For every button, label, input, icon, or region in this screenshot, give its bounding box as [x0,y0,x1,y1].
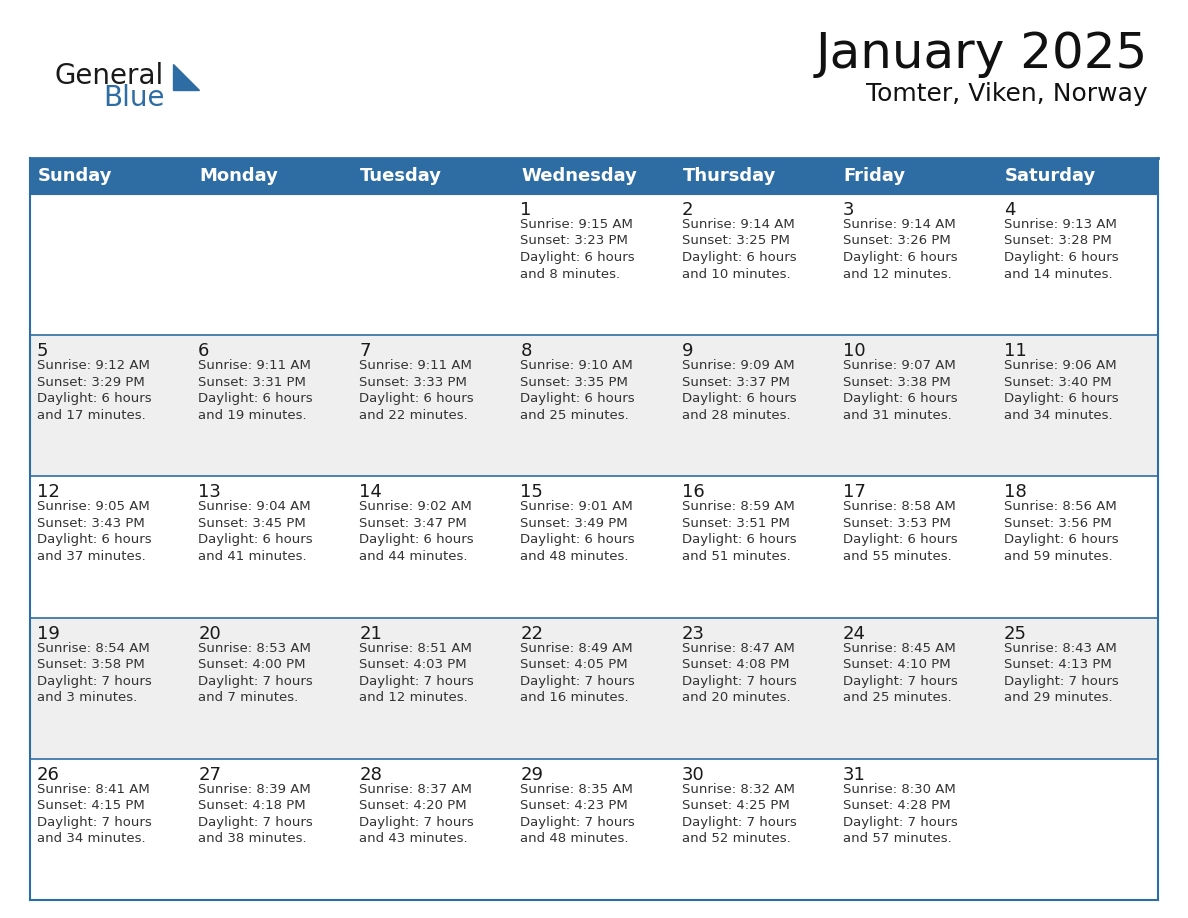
Text: Sunrise: 9:12 AM
Sunset: 3:29 PM
Daylight: 6 hours
and 17 minutes.: Sunrise: 9:12 AM Sunset: 3:29 PM Dayligh… [37,359,152,421]
Text: 30: 30 [682,766,704,784]
Text: Sunrise: 9:02 AM
Sunset: 3:47 PM
Daylight: 6 hours
and 44 minutes.: Sunrise: 9:02 AM Sunset: 3:47 PM Dayligh… [359,500,474,563]
Text: Sunrise: 8:56 AM
Sunset: 3:56 PM
Daylight: 6 hours
and 59 minutes.: Sunrise: 8:56 AM Sunset: 3:56 PM Dayligh… [1004,500,1118,563]
Text: Tuesday: Tuesday [360,167,442,185]
Text: 25: 25 [1004,624,1026,643]
Text: Sunrise: 8:47 AM
Sunset: 4:08 PM
Daylight: 7 hours
and 20 minutes.: Sunrise: 8:47 AM Sunset: 4:08 PM Dayligh… [682,642,796,704]
Bar [30,335,1158,476]
Text: 14: 14 [359,484,383,501]
Text: 29: 29 [520,766,543,784]
Text: 4: 4 [1004,201,1016,219]
Text: General: General [55,62,164,90]
Text: Sunrise: 9:14 AM
Sunset: 3:25 PM
Daylight: 6 hours
and 10 minutes.: Sunrise: 9:14 AM Sunset: 3:25 PM Dayligh… [682,218,796,281]
Text: Sunrise: 8:41 AM
Sunset: 4:15 PM
Daylight: 7 hours
and 34 minutes.: Sunrise: 8:41 AM Sunset: 4:15 PM Dayligh… [37,783,152,845]
Text: Sunrise: 9:05 AM
Sunset: 3:43 PM
Daylight: 6 hours
and 37 minutes.: Sunrise: 9:05 AM Sunset: 3:43 PM Dayligh… [37,500,152,563]
Text: Sunrise: 9:01 AM
Sunset: 3:49 PM
Daylight: 6 hours
and 48 minutes.: Sunrise: 9:01 AM Sunset: 3:49 PM Dayligh… [520,500,636,563]
Text: 8: 8 [520,342,532,360]
Text: 5: 5 [37,342,49,360]
Polygon shape [173,64,200,90]
Text: Sunrise: 8:54 AM
Sunset: 3:58 PM
Daylight: 7 hours
and 3 minutes.: Sunrise: 8:54 AM Sunset: 3:58 PM Dayligh… [37,642,152,704]
Text: 26: 26 [37,766,59,784]
Text: Monday: Monday [200,167,278,185]
Text: Sunday: Sunday [38,167,113,185]
Text: 22: 22 [520,624,543,643]
Text: 27: 27 [198,766,221,784]
Text: Sunrise: 8:37 AM
Sunset: 4:20 PM
Daylight: 7 hours
and 43 minutes.: Sunrise: 8:37 AM Sunset: 4:20 PM Dayligh… [359,783,474,845]
Text: Tomter, Viken, Norway: Tomter, Viken, Norway [866,82,1148,106]
Text: Sunrise: 9:10 AM
Sunset: 3:35 PM
Daylight: 6 hours
and 25 minutes.: Sunrise: 9:10 AM Sunset: 3:35 PM Dayligh… [520,359,636,421]
Text: 10: 10 [842,342,865,360]
Text: 20: 20 [198,624,221,643]
Text: 28: 28 [359,766,383,784]
Text: 15: 15 [520,484,543,501]
Text: Sunrise: 8:39 AM
Sunset: 4:18 PM
Daylight: 7 hours
and 38 minutes.: Sunrise: 8:39 AM Sunset: 4:18 PM Dayligh… [198,783,312,845]
Text: Sunrise: 9:04 AM
Sunset: 3:45 PM
Daylight: 6 hours
and 41 minutes.: Sunrise: 9:04 AM Sunset: 3:45 PM Dayligh… [198,500,312,563]
Bar [30,194,1158,335]
Bar [30,759,1158,900]
Text: Sunrise: 8:43 AM
Sunset: 4:13 PM
Daylight: 7 hours
and 29 minutes.: Sunrise: 8:43 AM Sunset: 4:13 PM Dayligh… [1004,642,1119,704]
Text: Blue: Blue [103,84,164,112]
Text: 12: 12 [37,484,59,501]
Text: 11: 11 [1004,342,1026,360]
Text: 6: 6 [198,342,209,360]
Text: Sunrise: 9:15 AM
Sunset: 3:23 PM
Daylight: 6 hours
and 8 minutes.: Sunrise: 9:15 AM Sunset: 3:23 PM Dayligh… [520,218,636,281]
Bar [30,476,1158,618]
Text: Sunrise: 8:49 AM
Sunset: 4:05 PM
Daylight: 7 hours
and 16 minutes.: Sunrise: 8:49 AM Sunset: 4:05 PM Dayligh… [520,642,636,704]
Text: 18: 18 [1004,484,1026,501]
Text: Sunrise: 8:35 AM
Sunset: 4:23 PM
Daylight: 7 hours
and 48 minutes.: Sunrise: 8:35 AM Sunset: 4:23 PM Dayligh… [520,783,636,845]
Text: Sunrise: 9:07 AM
Sunset: 3:38 PM
Daylight: 6 hours
and 31 minutes.: Sunrise: 9:07 AM Sunset: 3:38 PM Dayligh… [842,359,958,421]
Text: 9: 9 [682,342,693,360]
Text: January 2025: January 2025 [816,30,1148,78]
Text: Sunrise: 9:11 AM
Sunset: 3:31 PM
Daylight: 6 hours
and 19 minutes.: Sunrise: 9:11 AM Sunset: 3:31 PM Dayligh… [198,359,312,421]
Text: 7: 7 [359,342,371,360]
Text: Sunrise: 8:30 AM
Sunset: 4:28 PM
Daylight: 7 hours
and 57 minutes.: Sunrise: 8:30 AM Sunset: 4:28 PM Dayligh… [842,783,958,845]
Text: Sunrise: 8:53 AM
Sunset: 4:00 PM
Daylight: 7 hours
and 7 minutes.: Sunrise: 8:53 AM Sunset: 4:00 PM Dayligh… [198,642,312,704]
Text: Sunrise: 8:59 AM
Sunset: 3:51 PM
Daylight: 6 hours
and 51 minutes.: Sunrise: 8:59 AM Sunset: 3:51 PM Dayligh… [682,500,796,563]
Text: Sunrise: 9:13 AM
Sunset: 3:28 PM
Daylight: 6 hours
and 14 minutes.: Sunrise: 9:13 AM Sunset: 3:28 PM Dayligh… [1004,218,1118,281]
Text: Sunrise: 9:14 AM
Sunset: 3:26 PM
Daylight: 6 hours
and 12 minutes.: Sunrise: 9:14 AM Sunset: 3:26 PM Dayligh… [842,218,958,281]
Text: Sunrise: 8:51 AM
Sunset: 4:03 PM
Daylight: 7 hours
and 12 minutes.: Sunrise: 8:51 AM Sunset: 4:03 PM Dayligh… [359,642,474,704]
Text: 1: 1 [520,201,532,219]
Text: 21: 21 [359,624,383,643]
Text: 19: 19 [37,624,59,643]
Text: Sunrise: 9:11 AM
Sunset: 3:33 PM
Daylight: 6 hours
and 22 minutes.: Sunrise: 9:11 AM Sunset: 3:33 PM Dayligh… [359,359,474,421]
Text: Thursday: Thursday [683,167,776,185]
Text: 17: 17 [842,484,866,501]
Text: Sunrise: 9:06 AM
Sunset: 3:40 PM
Daylight: 6 hours
and 34 minutes.: Sunrise: 9:06 AM Sunset: 3:40 PM Dayligh… [1004,359,1118,421]
Text: 24: 24 [842,624,866,643]
Text: 13: 13 [198,484,221,501]
Text: 31: 31 [842,766,866,784]
Text: Wednesday: Wednesday [522,167,637,185]
Bar [30,618,1158,759]
Bar [30,158,1158,194]
Text: 23: 23 [682,624,704,643]
Text: Sunrise: 8:58 AM
Sunset: 3:53 PM
Daylight: 6 hours
and 55 minutes.: Sunrise: 8:58 AM Sunset: 3:53 PM Dayligh… [842,500,958,563]
Text: 2: 2 [682,201,693,219]
Text: 3: 3 [842,201,854,219]
Text: Sunrise: 9:09 AM
Sunset: 3:37 PM
Daylight: 6 hours
and 28 minutes.: Sunrise: 9:09 AM Sunset: 3:37 PM Dayligh… [682,359,796,421]
Text: Saturday: Saturday [1005,167,1097,185]
Text: Friday: Friday [843,167,905,185]
Text: 16: 16 [682,484,704,501]
Text: Sunrise: 8:45 AM
Sunset: 4:10 PM
Daylight: 7 hours
and 25 minutes.: Sunrise: 8:45 AM Sunset: 4:10 PM Dayligh… [842,642,958,704]
Text: Sunrise: 8:32 AM
Sunset: 4:25 PM
Daylight: 7 hours
and 52 minutes.: Sunrise: 8:32 AM Sunset: 4:25 PM Dayligh… [682,783,796,845]
